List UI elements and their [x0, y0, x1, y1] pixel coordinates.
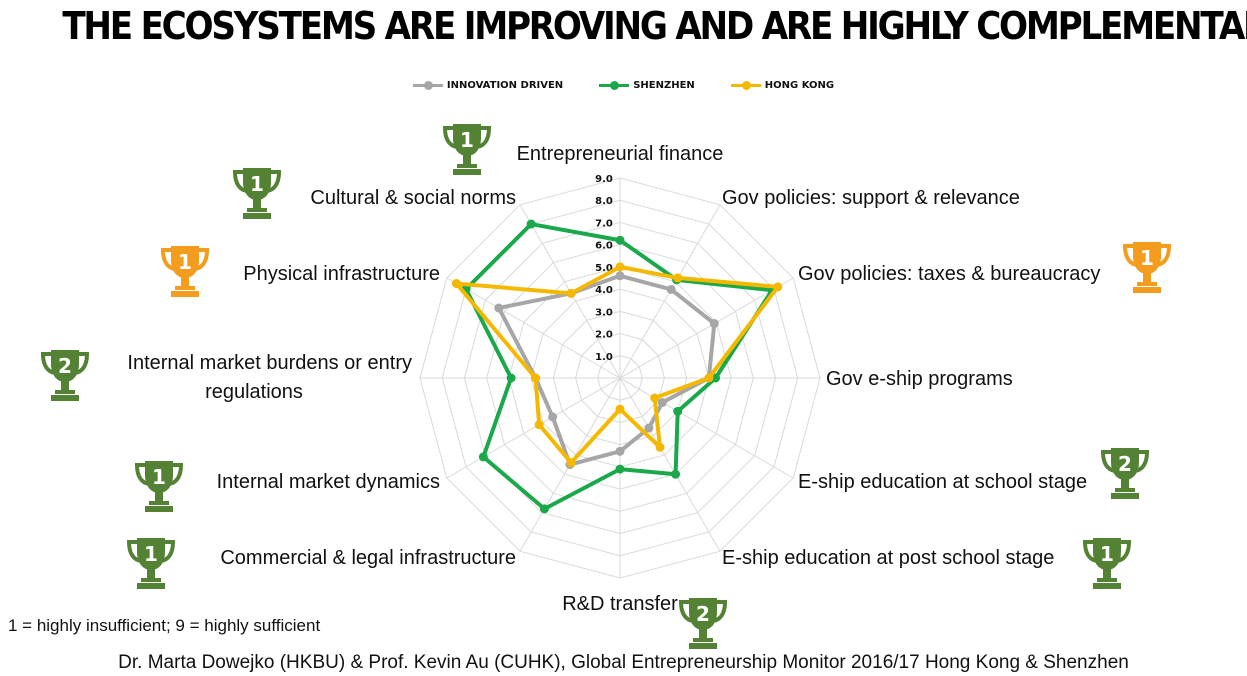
grid-spoke — [446, 277, 621, 379]
legend-item-shenzhen: SHENZHEN — [599, 80, 695, 91]
page-title: THE ECOSYSTEMS ARE IMPROVING AND ARE HIG… — [62, 4, 1247, 48]
tick-label: 5.0 — [595, 263, 613, 274]
data-point — [673, 406, 683, 416]
data-point — [704, 373, 714, 383]
grid-spoke — [619, 277, 794, 379]
data-point — [615, 262, 625, 272]
category-label: E-ship education at post school stage — [722, 547, 1054, 569]
data-point — [615, 446, 625, 456]
data-point — [566, 458, 576, 468]
tick-label: 1.0 — [595, 352, 613, 363]
category-label: Internal market dynamics — [217, 471, 440, 493]
tick-label: 6.0 — [595, 241, 613, 252]
legend-item-innovation-driven: INNOVATION DRIVEN — [412, 80, 564, 91]
category-label: Entrepreneurial finance — [517, 143, 724, 165]
data-point — [494, 303, 504, 313]
category-label: Commercial & legal infrastructure — [220, 547, 516, 569]
trophy-icon: 1 — [132, 455, 186, 517]
trophy-rank: 1 — [144, 542, 158, 566]
trophy-rank: 1 — [178, 250, 192, 274]
trophy-icon: 1 — [1080, 532, 1134, 594]
data-point — [478, 452, 488, 462]
data-point — [615, 235, 625, 245]
trophy-icon: 1 — [230, 162, 284, 224]
data-point — [534, 420, 544, 430]
tick-label: 9.0 — [595, 174, 613, 185]
legend-swatch-hong-kong — [730, 81, 761, 90]
data-point — [655, 442, 665, 452]
legend-label: SHENZHEN — [633, 80, 695, 91]
category-label: Gov policies: taxes & bureaucracy — [798, 263, 1100, 285]
trophy-rank: 2 — [696, 602, 710, 626]
data-point — [548, 412, 558, 422]
legend-item-hong-kong: HONG KONG — [730, 80, 835, 91]
data-point — [650, 393, 660, 403]
data-point — [671, 469, 681, 479]
data-point — [666, 284, 676, 294]
trophy-rank: 2 — [1118, 452, 1132, 476]
trophy-rank: 1 — [250, 172, 264, 196]
trophy-icon: 1 — [124, 532, 178, 594]
trophy-rank: 2 — [58, 354, 72, 378]
trophy-rank: 1 — [152, 465, 166, 489]
data-point — [531, 373, 541, 383]
tick-label: 8.0 — [595, 196, 613, 207]
grid-spoke — [446, 377, 621, 479]
category-label: R&D transfer — [562, 593, 678, 615]
legend-swatch-shenzhen — [599, 81, 630, 90]
category-label: E-ship education at school stage — [798, 471, 1087, 493]
data-point — [673, 273, 683, 283]
trophy-icon: 1 — [1120, 236, 1174, 298]
category-label: Cultural & social norms — [310, 187, 516, 209]
legend-label: HONG KONG — [764, 80, 835, 91]
category-label: regulations — [205, 381, 303, 403]
trophy-icon: 2 — [38, 344, 92, 406]
footer-credit: Dr. Marta Dowejko (HKBU) & Prof. Kevin A… — [118, 652, 1129, 673]
grid-spoke — [619, 377, 721, 552]
trophy-rank: 1 — [1100, 542, 1114, 566]
legend-swatch-innovation-driven — [412, 81, 443, 90]
scale-note: 1 = highly insufficient; 9 = highly suff… — [8, 616, 321, 635]
data-point — [773, 282, 783, 292]
trophy-rank: 1 — [460, 128, 474, 152]
category-label: Physical infrastructure — [243, 263, 440, 285]
data-point — [711, 373, 721, 383]
category-label: Gov e-ship programs — [826, 368, 1013, 390]
data-point — [539, 504, 549, 514]
tick-label: 7.0 — [595, 218, 613, 229]
category-label: Gov policies: support & relevance — [722, 187, 1020, 209]
data-point — [615, 404, 625, 414]
trophy-icon: 2 — [676, 592, 730, 654]
data-point — [566, 288, 576, 298]
data-point — [615, 464, 625, 474]
tick-label: 2.0 — [595, 330, 613, 341]
grid-spoke — [619, 377, 794, 479]
data-point — [506, 373, 516, 383]
data-point — [526, 219, 536, 229]
trophy-icon: 2 — [1098, 442, 1152, 504]
data-point — [644, 423, 654, 433]
category-label: Internal market burdens or entry — [127, 352, 412, 374]
trophy-icon: 1 — [440, 118, 494, 180]
trophy-icon: 1 — [158, 240, 212, 302]
chart-legend: INNOVATION DRIVEN SHENZHEN HONG KONG — [0, 80, 1247, 91]
data-point — [451, 279, 461, 289]
tick-label: 4.0 — [595, 285, 613, 296]
data-point — [657, 397, 667, 407]
legend-label: INNOVATION DRIVEN — [446, 80, 564, 91]
data-point — [709, 319, 719, 329]
tick-label: 3.0 — [595, 307, 613, 318]
data-point — [615, 271, 625, 281]
trophy-rank: 1 — [1140, 246, 1154, 270]
